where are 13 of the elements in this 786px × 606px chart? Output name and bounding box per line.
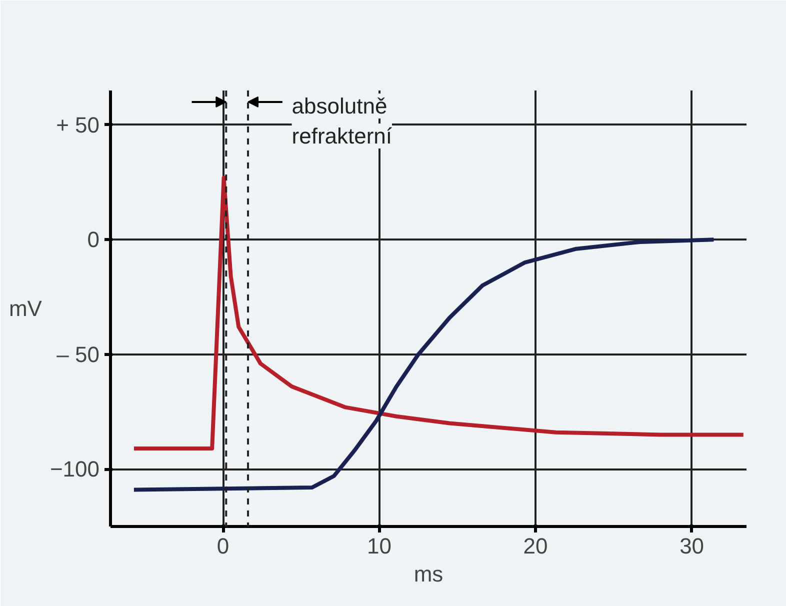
annotation: absolutně refrakterní — [292, 93, 392, 148]
x-tick-label: 10 — [367, 534, 392, 558]
y-tick-label: −100 — [50, 456, 100, 482]
y-tick-label: + 50 — [56, 112, 100, 138]
y-tick-label: – 50 — [56, 342, 100, 367]
x-tick-label: 0 — [216, 534, 230, 558]
line-series — [132, 238, 716, 492]
x-tick-label: 30 — [680, 534, 704, 558]
y-axis-title: mV — [8, 296, 42, 321]
x-axis-title: ms — [414, 562, 444, 586]
y-tick-label: 0 — [87, 227, 100, 252]
line-series — [132, 176, 746, 450]
x-tick-label: 20 — [523, 534, 548, 558]
